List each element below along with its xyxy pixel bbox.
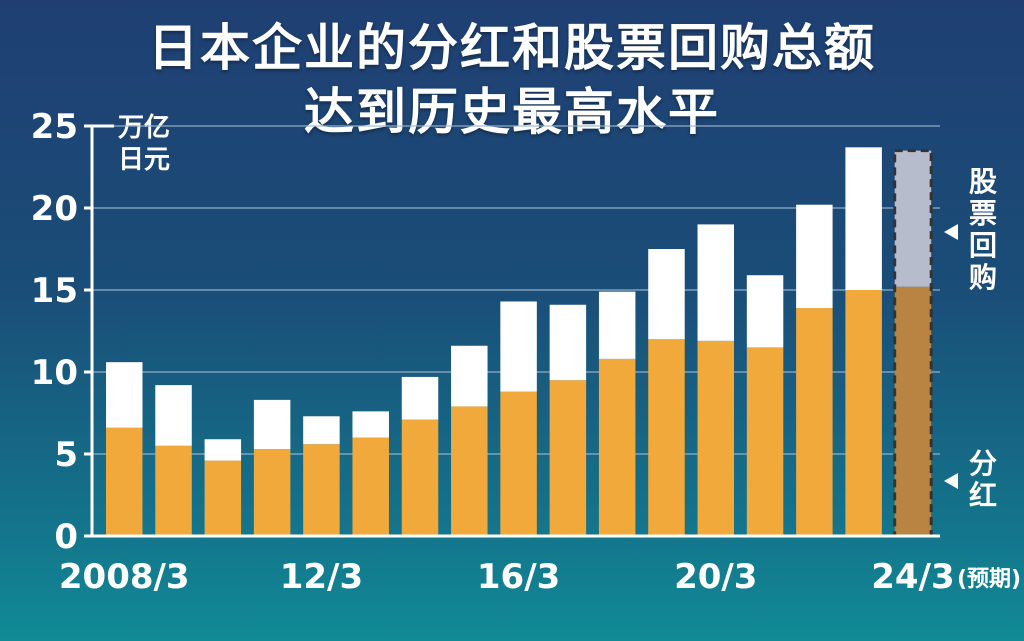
bar-dividend-2009/3 — [155, 445, 192, 536]
bar-buyback-2015/3 — [451, 345, 488, 407]
bar-dividend-2019/3 — [648, 339, 685, 536]
bar-dividend-2010/3 — [204, 460, 242, 536]
bar-dividend-2021/3 — [746, 347, 784, 536]
bar-buyback-2023/3 — [845, 147, 882, 290]
x-tick-label-2012/3: 12/3 — [280, 557, 363, 597]
bar-dividend-2014/3 — [401, 419, 439, 536]
forecast-note: (预期) — [957, 567, 1021, 592]
y-tick-label-25: 25 — [31, 107, 78, 147]
bar-dividend-2022/3 — [796, 308, 833, 536]
y-tick-label-5: 5 — [54, 435, 78, 475]
bar-buyback-2013/3 — [352, 411, 389, 438]
bar-dividend-2018/3 — [598, 358, 636, 536]
y-tick-label-15: 15 — [31, 271, 78, 311]
bar-buyback-2024/3 — [894, 150, 932, 287]
bar-buyback-2018/3 — [598, 291, 636, 359]
y-unit-line-1: 万亿 — [118, 113, 171, 143]
bar-buyback-2022/3 — [796, 204, 833, 309]
x-tick-label-2008/3: 2008/3 — [59, 557, 190, 597]
bar-buyback-2016/3 — [500, 301, 537, 392]
bar-dividend-2008/3 — [106, 427, 143, 536]
legend-label-buyback: 股票回购 — [968, 165, 997, 294]
bar-dividend-2024/3 — [894, 286, 932, 536]
chart-title-line-1: 日本企业的分红和股票回购总额 — [148, 19, 876, 77]
bar-buyback-2019/3 — [648, 249, 685, 340]
bar-buyback-2020/3 — [697, 224, 735, 341]
x-tick-label-2016/3: 16/3 — [477, 557, 560, 597]
chart-title-line-2: 达到历史最高水平 — [304, 83, 720, 141]
bar-dividend-2023/3 — [845, 290, 882, 536]
bar-dividend-2020/3 — [697, 340, 735, 536]
bar-buyback-2012/3 — [303, 416, 340, 445]
bar-buyback-2017/3 — [549, 304, 587, 381]
bar-dividend-2017/3 — [549, 380, 587, 536]
bar-buyback-2010/3 — [204, 439, 242, 461]
bar-dividend-2013/3 — [352, 437, 389, 536]
bar-dividend-2011/3 — [253, 449, 291, 536]
y-tick-label-20: 20 — [31, 189, 78, 229]
bar-buyback-2009/3 — [155, 385, 192, 446]
x-tick-label-2020/3: 20/3 — [674, 557, 757, 597]
y-tick-label-10: 10 — [31, 353, 78, 393]
legend-label-dividend: 分红 — [968, 447, 997, 512]
y-tick-label-0: 0 — [54, 517, 78, 557]
bar-buyback-2008/3 — [106, 362, 143, 428]
legend-pointer-dividend — [944, 473, 958, 489]
bar-buyback-2021/3 — [746, 275, 784, 348]
bar-dividend-2012/3 — [303, 444, 340, 536]
x-tick-label-2024/3: 24/3 — [871, 557, 954, 597]
bar-dividend-2015/3 — [451, 406, 488, 536]
y-unit-line-2: 日元 — [118, 145, 171, 175]
bar-buyback-2014/3 — [401, 376, 439, 420]
legend-pointer-buyback — [944, 224, 958, 240]
bar-buyback-2011/3 — [253, 399, 291, 450]
bar-dividend-2016/3 — [500, 391, 537, 536]
forecast-outline-2024/3 — [893, 149, 933, 538]
